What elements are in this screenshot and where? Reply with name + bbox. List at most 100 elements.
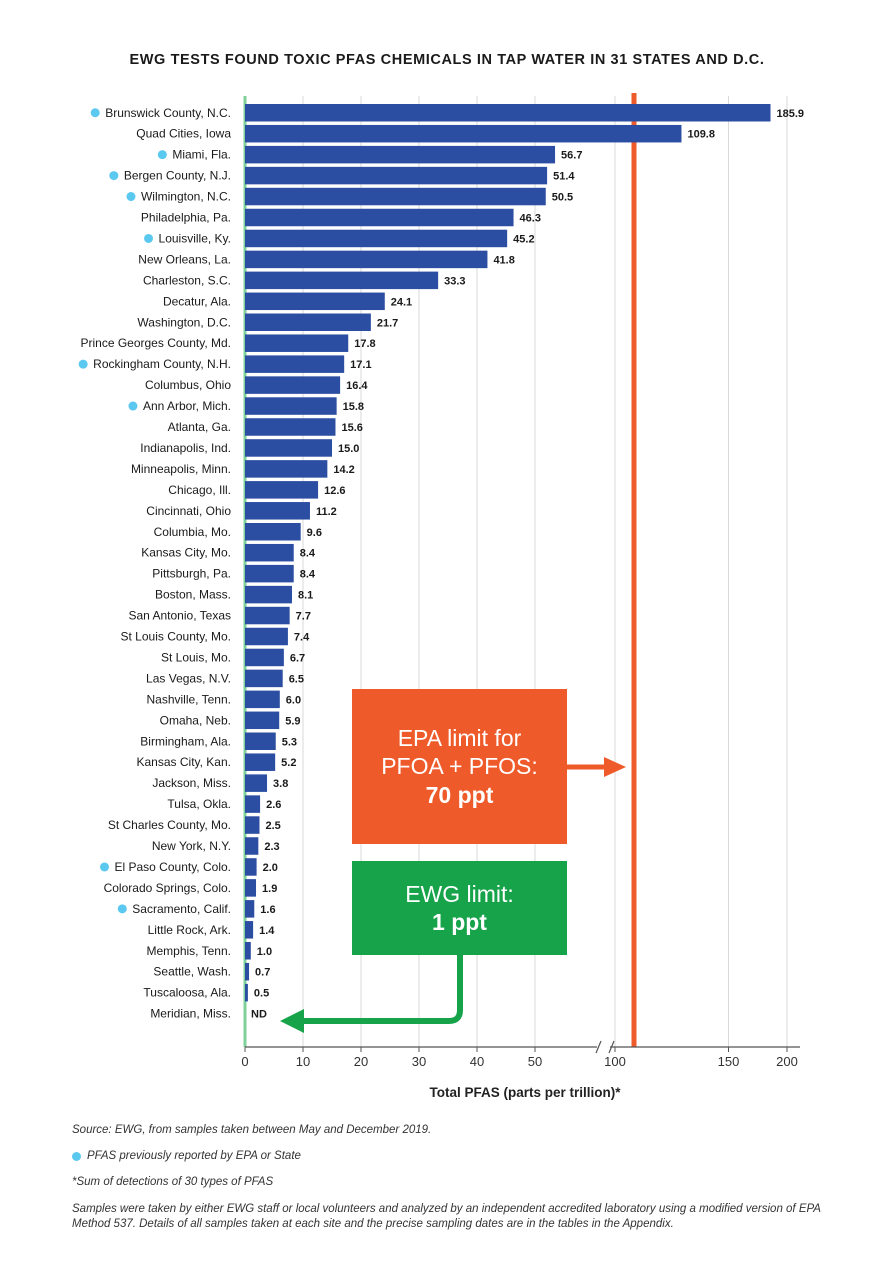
category-label: Washington, D.C. [137, 315, 231, 329]
value-label: 5.2 [281, 757, 296, 769]
value-label: 6.7 [290, 652, 305, 664]
bar [245, 355, 345, 373]
category-label: Tulsa, Okla. [167, 797, 231, 811]
category-label: Columbus, Ohio [145, 378, 231, 392]
x-tick-label: 30 [412, 1054, 426, 1069]
epa-limit-callout: EPA limit for PFOA + PFOS: 70 ppt [352, 689, 567, 844]
category-label: Jackson, Miss. [152, 776, 231, 790]
value-label: 7.4 [294, 632, 310, 644]
value-label: 41.8 [493, 254, 514, 266]
value-label: 8.4 [300, 569, 316, 581]
category-label: Bergen County, N.J. [124, 169, 231, 183]
value-label: 2.5 [266, 820, 281, 832]
category-label: Prince Georges County, Md. [80, 336, 231, 350]
chart-title: EWG TESTS FOUND TOXIC PFAS CHEMICALS IN … [129, 52, 765, 68]
category-label: Memphis, Tenn. [147, 944, 232, 958]
value-label: 15.6 [341, 422, 362, 434]
value-label: 56.7 [561, 150, 582, 162]
value-label: 5.3 [282, 736, 297, 748]
epa-arrow-icon [604, 757, 626, 777]
bar [245, 648, 284, 667]
bar [245, 795, 261, 813]
bar [245, 942, 251, 960]
x-tick-label: 10 [296, 1054, 310, 1069]
bar [245, 774, 268, 792]
bar [245, 585, 292, 604]
value-label: 6.0 [286, 694, 301, 706]
legend-label: PFAS previously reported by EPA or State [87, 1150, 301, 1162]
bar [245, 564, 294, 583]
category-label: Las Vegas, N.V. [146, 671, 231, 685]
value-label: 1.9 [262, 883, 277, 895]
category-label: Quad Cities, Iowa [136, 127, 231, 141]
value-label: 17.1 [350, 359, 371, 371]
category-label: Philadelphia, Pa. [141, 211, 231, 225]
bar [245, 627, 288, 646]
category-labels: Brunswick County, N.C. 185.9 Quad Cities, … [78, 106, 805, 1021]
category-label: Kansas City, Kan. [137, 755, 232, 769]
bar [245, 858, 257, 876]
reported-dot-icon [90, 108, 100, 118]
value-label: 14.2 [333, 464, 354, 476]
legend: PFAS previously reported by EPA or State [72, 1150, 832, 1162]
bar [245, 208, 514, 227]
category-label: Louisville, Ky. [159, 231, 231, 245]
category-label: Indianapolis, Ind. [140, 441, 231, 455]
reported-dot-icon [99, 862, 109, 872]
reported-dot-icon [144, 233, 154, 243]
value-label: 7.7 [296, 611, 311, 623]
footnote: *Sum of detections of 30 types of PFAS [72, 1176, 274, 1188]
x-tick-label: 40 [470, 1054, 484, 1069]
value-label: 0.7 [255, 967, 270, 979]
value-label: 3.8 [273, 778, 288, 790]
bar [245, 187, 546, 206]
bar [245, 104, 771, 122]
value-label: 6.5 [289, 673, 304, 685]
value-label: 1.4 [259, 925, 275, 937]
value-label: 2.0 [263, 862, 278, 874]
category-label: St Charles County, Mo. [108, 818, 231, 832]
category-label: Pittsburgh, Pa. [152, 567, 231, 581]
x-axis: 0 10 20 30 40 50 100 150 200 [241, 1040, 800, 1069]
category-label: Wilmington, N.C. [141, 190, 231, 204]
annotation-arrows [280, 757, 626, 1033]
x-axis-label: Total PFAS (parts per trillion)* [429, 1085, 621, 1100]
bar [245, 983, 248, 1002]
value-label: 15.0 [338, 443, 359, 455]
category-label: Tuscaloosa, Ala. [143, 986, 231, 1000]
reported-dot-icon [78, 359, 88, 369]
epa-limit-line1: EPA limit for [397, 725, 522, 752]
ewg-limit-line1: EWG limit: [405, 880, 514, 907]
category-label: New Orleans, La. [138, 252, 231, 266]
category-label: El Paso County, Colo. [114, 860, 231, 874]
chart-notes: Source: EWG, from samples taken between … [72, 1124, 832, 1246]
value-label: 185.9 [777, 108, 805, 120]
category-label: San Antonio, Texas [128, 609, 231, 623]
value-label: 11.2 [316, 506, 337, 518]
value-label: 8.4 [300, 548, 316, 560]
bar [245, 753, 276, 771]
bar [245, 271, 439, 290]
value-label: 1.6 [260, 904, 275, 916]
category-label: Kansas City, Mo. [141, 546, 231, 560]
x-tick-label: 20 [354, 1054, 368, 1069]
value-label: 0.5 [254, 988, 269, 1000]
category-label: Ann Arbor, Mich. [143, 399, 231, 413]
category-label: Columbia, Mo. [154, 525, 231, 539]
category-label: Sacramento, Calif. [132, 902, 231, 916]
category-label: Birmingham, Ala. [140, 734, 231, 748]
value-label: 21.7 [377, 317, 398, 329]
bar [245, 921, 254, 939]
category-label: Miami, Fla. [172, 148, 231, 162]
category-label: Boston, Mass. [155, 588, 231, 602]
category-label: Chicago, Ill. [168, 483, 231, 497]
method-note: Samples were taken by either EWG staff o… [72, 1203, 821, 1231]
value-label: 9.6 [307, 527, 322, 539]
value-label: 24.1 [391, 296, 412, 308]
reported-dot-icon [126, 192, 136, 202]
bar-chart: Brunswick County, N.C. 185.9 Quad Cities, … [78, 93, 805, 1100]
category-label: Rockingham County, N.H. [93, 357, 231, 371]
category-label: Atlanta, Ga. [168, 420, 231, 434]
category-label: New York, N.Y. [152, 839, 231, 853]
bar [245, 900, 255, 918]
